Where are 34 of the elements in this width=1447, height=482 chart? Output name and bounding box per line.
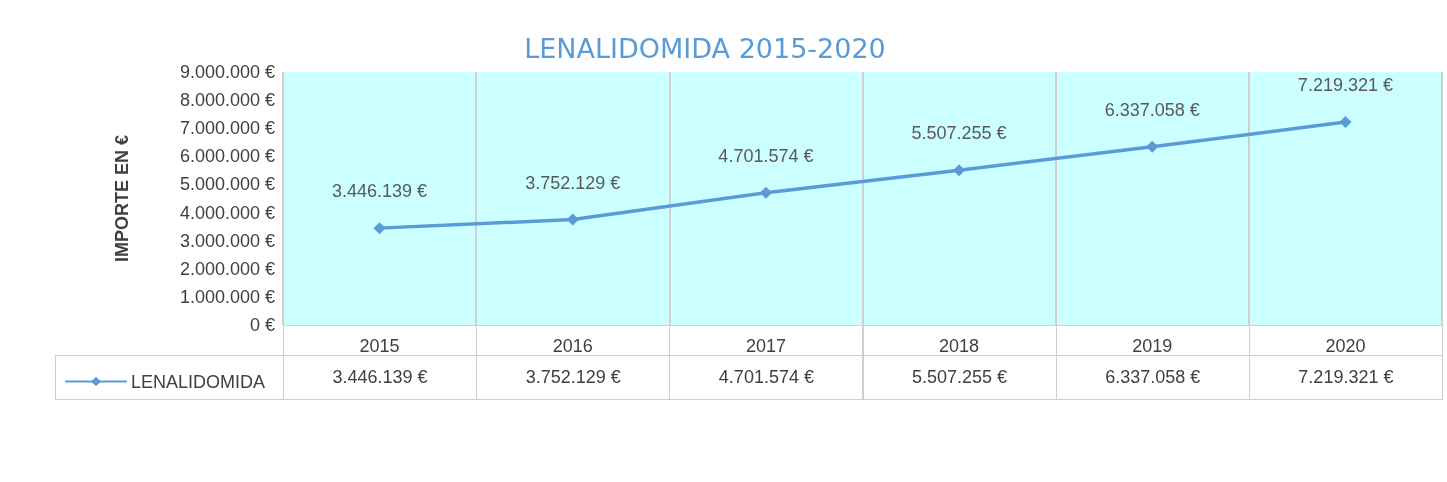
y-tick-label: 4.000.000 € xyxy=(179,202,275,223)
x-tick-label: 2015 xyxy=(359,336,400,356)
text: 4.701.574 € xyxy=(718,145,814,166)
y-tick-label: 6.000.000 € xyxy=(179,146,275,167)
data-label: 5.507.255 € xyxy=(862,355,1057,400)
y-tick-label: 5.000.000 € xyxy=(179,174,275,195)
data-label: 7.219.321 € xyxy=(1248,355,1443,400)
text: 3.446.139 € xyxy=(332,181,428,202)
x-tick-label: 2017 xyxy=(745,336,786,356)
chart-title: LENALIDOMIDA 2015-2020 xyxy=(524,33,886,64)
x-tick-label: 2016 xyxy=(552,336,593,356)
point xyxy=(373,222,386,235)
y-tick-label: 7.000.000 € xyxy=(179,118,275,139)
y-tick-label: 2.000.000 € xyxy=(179,258,275,279)
data-label: 3.446.139 € xyxy=(283,355,478,400)
y-tick-label: 8.000.000 € xyxy=(179,90,275,111)
x-tick-label: 2019 xyxy=(1132,336,1173,356)
data-label: 4.701.574 € xyxy=(669,355,864,400)
y-tick-label: 9.000.000 € xyxy=(179,62,275,82)
y-axis-title: IMPORTE EN € xyxy=(112,134,132,263)
x-tick-label: 2018 xyxy=(939,336,980,356)
text: 7.219.321 € xyxy=(1297,75,1393,96)
text: 3.752.129 € xyxy=(525,172,621,193)
point xyxy=(1339,116,1352,129)
point xyxy=(1146,140,1159,153)
y-tick-label: 1.000.000 € xyxy=(179,286,275,307)
text: 6.337.058 € xyxy=(1104,99,1200,120)
data-label: 6.337.058 € xyxy=(1055,355,1250,400)
data-label: 3.752.129 € xyxy=(476,355,671,400)
y-tick-label: 3.000.000 € xyxy=(179,230,275,251)
x-tick-label: 2020 xyxy=(1325,336,1366,356)
y-tick-label: 0 € xyxy=(249,315,275,335)
legend-label: LENALIDOMIDA xyxy=(131,371,266,392)
text: 5.507.255 € xyxy=(911,123,1007,144)
